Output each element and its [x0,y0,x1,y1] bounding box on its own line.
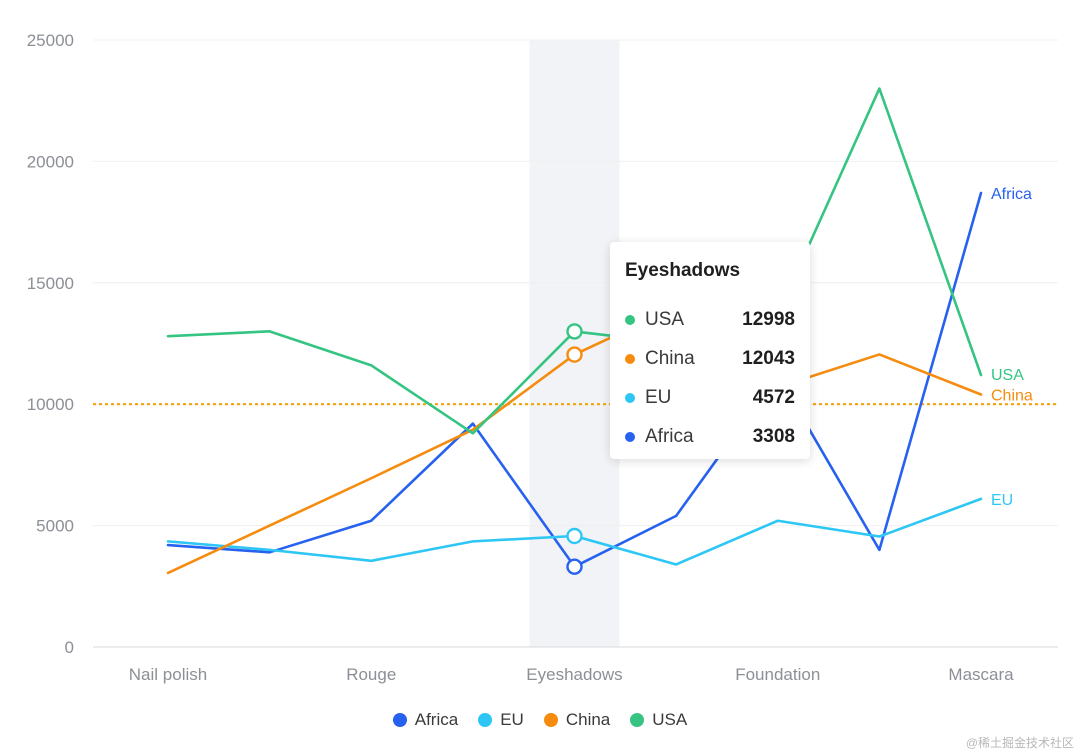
tooltip-series-value: 4572 [752,386,795,408]
y-tick-label: 20000 [27,152,74,171]
tooltip-dot-icon [625,353,635,364]
tooltip-series-value: 12998 [742,308,795,330]
hover-marker-eu [566,527,583,545]
legend-item-usa[interactable]: USA [630,710,687,730]
legend-item-africa[interactable]: Africa [392,710,459,730]
tooltip-series-name: Africa [645,425,694,447]
x-tick-label: Eyeshadows [526,665,622,684]
y-tick-label: 25000 [27,31,74,50]
x-tick-label: Rouge [346,665,396,684]
legend-dot-icon [392,713,407,727]
tooltip-series-name: USA [645,308,685,330]
x-tick-label: Mascara [948,665,1014,684]
end-label-china: China [991,387,1033,404]
tooltip-series-name: EU [645,386,672,408]
tooltip-series-value: 12043 [742,347,795,369]
end-label-africa: Africa [991,186,1032,203]
highlight-band [529,40,620,647]
tooltip-dot-icon [625,392,635,403]
end-label-layer: Africa EU China USA [991,186,1033,509]
x-tick-layer: Nail polish Rouge Eyeshadows Foundation Masc… [129,665,1014,684]
y-tick-label: 10000 [27,395,74,414]
hover-marker-usa [566,323,583,340]
tooltip-row-usa: USA 12998 [625,300,795,339]
tooltip-series-name: China [645,347,695,369]
legend-item-china[interactable]: China [543,710,611,730]
y-tick-label: 0 [65,638,74,657]
tooltip-series-value: 3308 [752,425,795,447]
legend-label: Africa [414,710,459,729]
y-tick-layer: 0 5000 10000 15000 20000 25000 [27,31,74,657]
legend: Africa EU China USA [0,708,1080,732]
legend-label: USA [652,710,688,729]
y-tick-label: 5000 [36,517,74,536]
watermark: @稀土掘金技术社区 [965,736,1074,750]
x-tick-label: Foundation [735,665,820,684]
tooltip-row-africa: Africa 3308 [625,417,795,456]
hover-marker-china [566,346,583,363]
tooltip-dot-icon [625,314,635,325]
legend-label: China [565,710,611,729]
legend-label: EU [500,710,524,729]
tooltip-dot-icon [625,431,635,442]
tooltip-title: Eyeshadows [625,260,741,281]
legend-dot-icon [543,713,558,727]
tooltip: Eyeshadows USA 12998 China 12043 EU 4572… [610,242,810,459]
end-label-usa: USA [991,367,1024,384]
legend-item-eu[interactable]: EU [478,710,524,730]
legend-dot-icon [630,713,645,727]
hover-marker-africa [566,558,583,575]
tooltip-row-eu: EU 4572 [625,378,795,417]
y-tick-label: 15000 [27,274,74,293]
x-tick-label: Nail polish [129,665,207,684]
highlight-band-layer [529,40,620,647]
marker-layer [566,323,583,575]
line-chart: 0 5000 10000 15000 20000 25000 Nail polish Rou… [27,31,1058,684]
legend-dot-icon [478,713,493,727]
tooltip-row-china: China 12043 [625,339,795,378]
end-label-eu: EU [991,492,1013,509]
